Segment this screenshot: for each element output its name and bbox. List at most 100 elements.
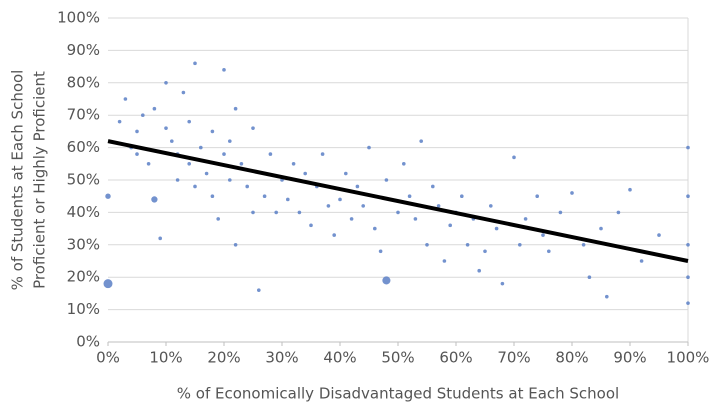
point xyxy=(639,259,644,263)
point xyxy=(222,152,226,156)
point xyxy=(274,210,279,215)
y-axis-title: Proficient or Highly Proficient xyxy=(31,71,49,289)
point xyxy=(222,68,226,72)
x-tick-label: 40% xyxy=(323,349,356,367)
point xyxy=(419,139,424,143)
point xyxy=(489,204,493,208)
point xyxy=(268,152,273,156)
point xyxy=(686,275,690,280)
point xyxy=(210,194,215,198)
point xyxy=(233,243,238,247)
point xyxy=(320,152,325,156)
point xyxy=(338,197,342,202)
point xyxy=(448,223,453,228)
point xyxy=(413,217,418,221)
point xyxy=(204,171,209,176)
y-tick-label: 10% xyxy=(67,300,100,318)
point xyxy=(103,279,113,289)
point xyxy=(657,233,661,237)
point xyxy=(570,191,574,195)
point xyxy=(483,249,487,254)
point xyxy=(686,243,690,247)
point xyxy=(309,223,313,228)
point xyxy=(326,204,331,208)
point xyxy=(494,226,499,231)
point xyxy=(355,184,360,189)
point xyxy=(605,294,609,299)
point xyxy=(228,139,232,143)
point xyxy=(523,217,528,221)
point xyxy=(216,217,220,221)
point xyxy=(361,204,366,208)
x-tick-label: 90% xyxy=(613,349,646,367)
point xyxy=(257,288,261,292)
point xyxy=(251,210,255,215)
trend-line xyxy=(107,139,689,263)
point xyxy=(135,152,139,156)
point xyxy=(344,171,348,176)
y-tick-label: 30% xyxy=(67,235,100,253)
x-tick-label: 50% xyxy=(381,349,414,367)
point xyxy=(686,301,690,305)
x-tick-label: 70% xyxy=(497,349,530,367)
point xyxy=(286,197,290,202)
point xyxy=(117,119,122,124)
point xyxy=(367,145,371,150)
point xyxy=(465,243,470,247)
point xyxy=(245,184,249,189)
point xyxy=(477,268,482,273)
point xyxy=(210,129,215,134)
point xyxy=(181,90,186,95)
x-tick-label: 60% xyxy=(439,349,472,367)
x-tick-label: 0% xyxy=(96,349,120,367)
point xyxy=(332,233,337,237)
point xyxy=(442,259,447,263)
point xyxy=(297,210,302,215)
point xyxy=(170,139,174,143)
point xyxy=(262,194,267,198)
x-axis-title: % of Economically Disadvantaged Students… xyxy=(177,385,619,403)
point xyxy=(382,276,391,285)
point xyxy=(396,210,400,215)
point xyxy=(460,194,464,198)
point xyxy=(686,145,690,150)
point xyxy=(193,61,197,66)
point xyxy=(151,196,158,203)
y-tick-label: 70% xyxy=(67,106,100,124)
point xyxy=(407,194,412,198)
point xyxy=(373,226,377,231)
point xyxy=(193,184,197,189)
point xyxy=(239,162,244,166)
y-tick-label: 80% xyxy=(67,73,100,91)
point xyxy=(587,275,592,280)
point xyxy=(581,243,586,247)
point xyxy=(105,193,111,199)
y-tick-label: 90% xyxy=(67,41,100,59)
x-tick-label: 10% xyxy=(149,349,182,367)
point xyxy=(599,226,603,231)
point xyxy=(686,194,690,198)
point xyxy=(135,129,139,134)
x-tick-label: 30% xyxy=(265,349,298,367)
point xyxy=(175,178,180,182)
point xyxy=(431,184,435,189)
point xyxy=(164,126,168,130)
point xyxy=(628,187,632,192)
point xyxy=(303,171,308,176)
y-tick-label: 60% xyxy=(67,138,100,156)
point xyxy=(402,162,406,166)
point xyxy=(123,97,128,101)
point xyxy=(558,210,563,215)
point xyxy=(251,126,255,130)
y-axis-title: % of Students at Each School xyxy=(9,70,27,291)
point xyxy=(187,119,191,124)
point xyxy=(425,243,429,247)
point xyxy=(436,204,441,208)
point xyxy=(512,155,516,160)
point xyxy=(158,236,162,241)
point xyxy=(228,178,232,182)
point xyxy=(378,249,383,254)
point xyxy=(349,217,354,221)
y-tick-label: 20% xyxy=(67,268,100,286)
